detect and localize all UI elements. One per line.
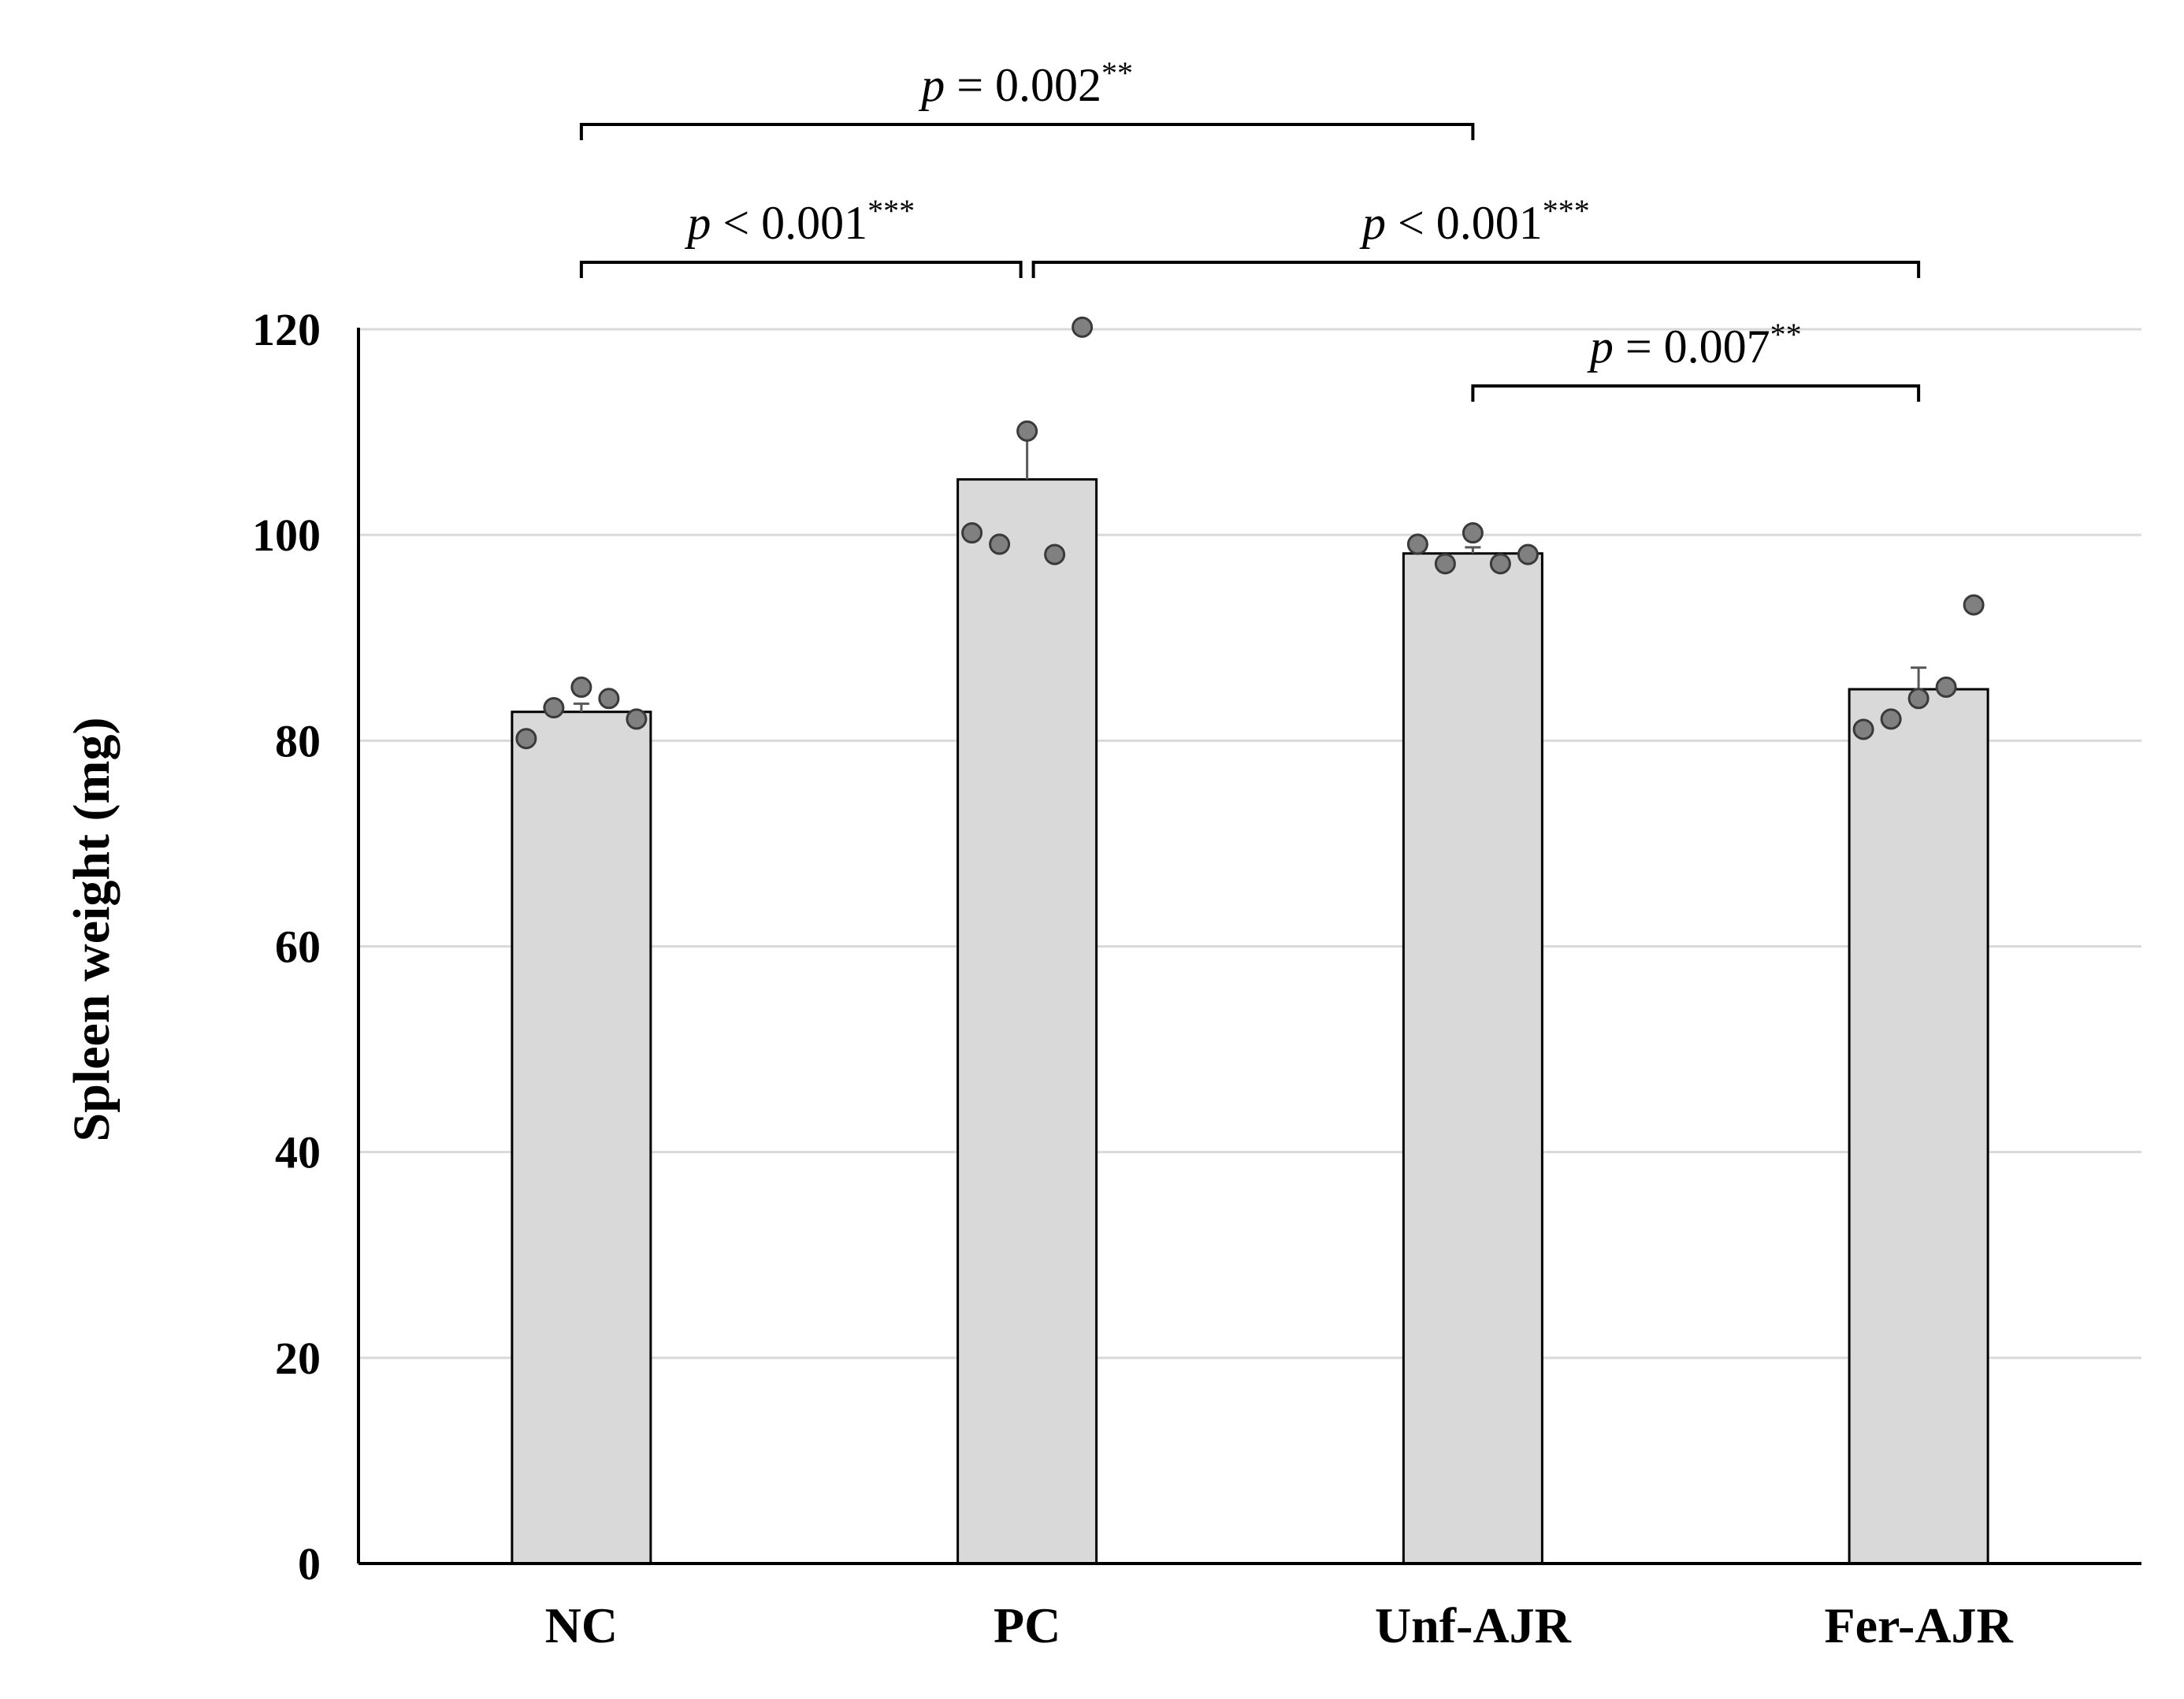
- data-points: [515, 316, 1985, 750]
- point-Unf-AJR-3: [1462, 522, 1484, 544]
- point-PC-2: [989, 533, 1011, 555]
- bars: [511, 478, 1989, 1565]
- x-label-PC: PC: [994, 1597, 1060, 1653]
- point-PC-5: [1072, 316, 1094, 338]
- point-NC-3: [570, 676, 592, 698]
- p-value-NC-PC: p < 0.001***: [684, 193, 915, 249]
- point-Fer-AJR-1: [1852, 718, 1874, 740]
- y-tick-40: 40: [275, 1127, 321, 1178]
- y-tick-20: 20: [275, 1333, 321, 1384]
- y-tick-100: 100: [252, 510, 321, 561]
- x-category-labels: NC PC Unf-AJR Fer-AJR: [545, 1597, 2014, 1653]
- point-PC-4: [1044, 543, 1066, 566]
- bar-NC: [511, 710, 652, 1565]
- point-Fer-AJR-3: [1907, 688, 1930, 710]
- y-tick-120: 120: [252, 304, 321, 355]
- point-Unf-AJR-1: [1406, 533, 1428, 555]
- p-value-NC-Unf-AJR: p = 0.002**: [918, 55, 1133, 111]
- bar-PC: [956, 478, 1098, 1565]
- y-tick-60: 60: [275, 922, 321, 973]
- bracket-Unf-AJR-Fer-AJR: [1471, 384, 1921, 402]
- y-tick-labels: 0 20 40 60 80 100 120: [252, 304, 321, 1590]
- point-PC-3: [1016, 420, 1038, 442]
- gridlines: [358, 328, 2141, 1360]
- point-PC-1: [961, 522, 983, 544]
- point-NC-1: [515, 728, 537, 750]
- point-Unf-AJR-2: [1434, 553, 1456, 575]
- bracket-PC-Fer-AJR: [1031, 261, 1921, 278]
- bracket-NC-Unf-AJR: [579, 123, 1475, 140]
- point-NC-4: [598, 688, 620, 710]
- point-Fer-AJR-5: [1963, 594, 1985, 616]
- error-bars: [573, 432, 1927, 712]
- x-label-Fer-AJR: Fer-AJR: [1824, 1597, 2013, 1653]
- significance-brackets: p = 0.002** p < 0.001*** p < 0.001*** p = 0…: [579, 55, 1921, 402]
- x-label-Unf-AJR: Unf-AJR: [1375, 1597, 1572, 1653]
- point-Fer-AJR-2: [1880, 708, 1902, 730]
- y-axis-title: Spleen weight (mg): [63, 718, 121, 1142]
- axes: [357, 328, 2141, 1565]
- bar-Fer-AJR: [1848, 688, 1989, 1565]
- p-value-Unf-AJR-Fer-AJR: p = 0.007**: [1587, 317, 1802, 373]
- point-Fer-AJR-4: [1935, 676, 1957, 698]
- point-Unf-AJR-5: [1517, 543, 1539, 566]
- y-tick-80: 80: [275, 715, 321, 766]
- x-label-NC: NC: [545, 1597, 618, 1653]
- bar-Unf-AJR: [1402, 552, 1543, 1565]
- point-NC-2: [543, 697, 565, 719]
- point-Unf-AJR-4: [1489, 553, 1511, 575]
- point-NC-5: [626, 708, 648, 730]
- p-value-PC-Fer-AJR: p < 0.001***: [1359, 193, 1590, 249]
- y-tick-0: 0: [298, 1538, 321, 1590]
- bracket-NC-PC: [579, 261, 1023, 278]
